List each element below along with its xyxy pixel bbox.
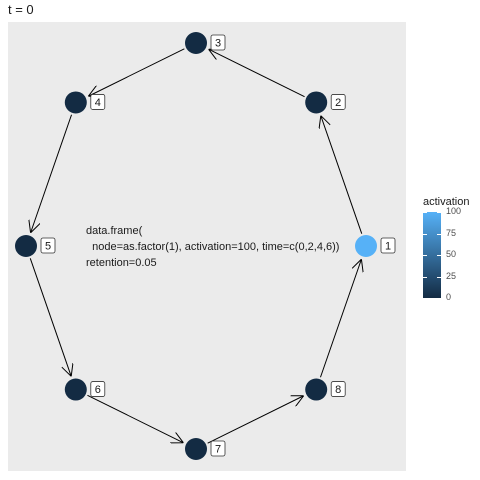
node-label-text: 3 xyxy=(215,38,221,50)
legend-title: activation xyxy=(423,196,470,208)
edge-2-to-3 xyxy=(209,49,305,98)
colorbar-tick-right xyxy=(437,298,441,299)
edge-6-to-7 xyxy=(87,394,183,442)
node-label-text: 2 xyxy=(335,97,341,109)
plot-title: t = 0 xyxy=(8,2,34,17)
colorbar-tick-label: 75 xyxy=(446,227,457,238)
colorbar-tick-label: 0 xyxy=(446,292,452,302)
annotation-line-3: retention=0.05 xyxy=(86,257,157,269)
node-label-box xyxy=(210,34,226,51)
colorbar-tick-label: 25 xyxy=(446,270,457,281)
colorbar-tick-left xyxy=(423,212,427,213)
edges-layer xyxy=(29,48,363,444)
node-label-4: 4 xyxy=(90,94,106,110)
annotation-line-2: node=as.factor(1), activation=100, time=… xyxy=(86,241,340,253)
node-label-8: 8 xyxy=(330,381,346,397)
node-5 xyxy=(15,235,37,257)
colorbar-tick-left xyxy=(423,233,427,235)
node-label-text: 8 xyxy=(335,384,341,396)
colorbar-tick-right xyxy=(437,276,441,278)
colorbar-tick-label: 100 xyxy=(446,206,462,216)
node-label-text: 5 xyxy=(45,241,51,253)
edge-7-to-8 xyxy=(207,396,304,444)
node-6 xyxy=(64,378,87,401)
node-label-5: 5 xyxy=(40,237,56,254)
node-3 xyxy=(185,32,207,54)
node-label-box xyxy=(40,237,56,254)
node-8 xyxy=(305,378,328,401)
activation-colorbar xyxy=(423,212,441,298)
nodes-layer xyxy=(15,32,377,460)
node-label-7: 7 xyxy=(210,440,226,457)
edge-5-to-6 xyxy=(29,258,71,376)
labels-layer: 1 2 3 4 5 6 7 8 xyxy=(40,34,396,457)
edge-1-to-2 xyxy=(321,116,363,234)
node-label-3: 3 xyxy=(210,34,226,51)
colorbar-tick-right xyxy=(437,255,441,256)
node-4 xyxy=(64,91,87,114)
node-label-box xyxy=(330,94,346,110)
colorbar-tick-left xyxy=(423,255,427,256)
node-label-1: 1 xyxy=(380,237,396,254)
node-1 xyxy=(355,235,377,257)
edge-8-to-1 xyxy=(319,259,361,378)
node-label-box xyxy=(330,381,346,397)
node-7 xyxy=(185,438,207,460)
node-label-2: 2 xyxy=(330,94,346,110)
annotation-line-1: data.frame( xyxy=(86,225,143,237)
node-label-box xyxy=(210,440,226,457)
node-label-box xyxy=(90,381,106,397)
colorbar-tick-left xyxy=(423,276,427,278)
node-label-text: 1 xyxy=(385,241,391,253)
node-label-box xyxy=(90,94,106,110)
colorbar-tick-left xyxy=(423,298,427,299)
edge-4-to-5 xyxy=(31,114,73,233)
colorbar-tick-right xyxy=(437,212,441,213)
colorbar-tick-right xyxy=(437,233,441,235)
colorbar-tick-label: 50 xyxy=(446,249,457,259)
node-label-6: 6 xyxy=(90,381,106,397)
node-label-text: 6 xyxy=(95,384,101,396)
node-label-text: 4 xyxy=(95,97,101,109)
node-label-box xyxy=(380,237,396,254)
node-label-text: 7 xyxy=(215,444,221,456)
edge-3-to-4 xyxy=(88,48,185,96)
node-2 xyxy=(305,91,328,114)
